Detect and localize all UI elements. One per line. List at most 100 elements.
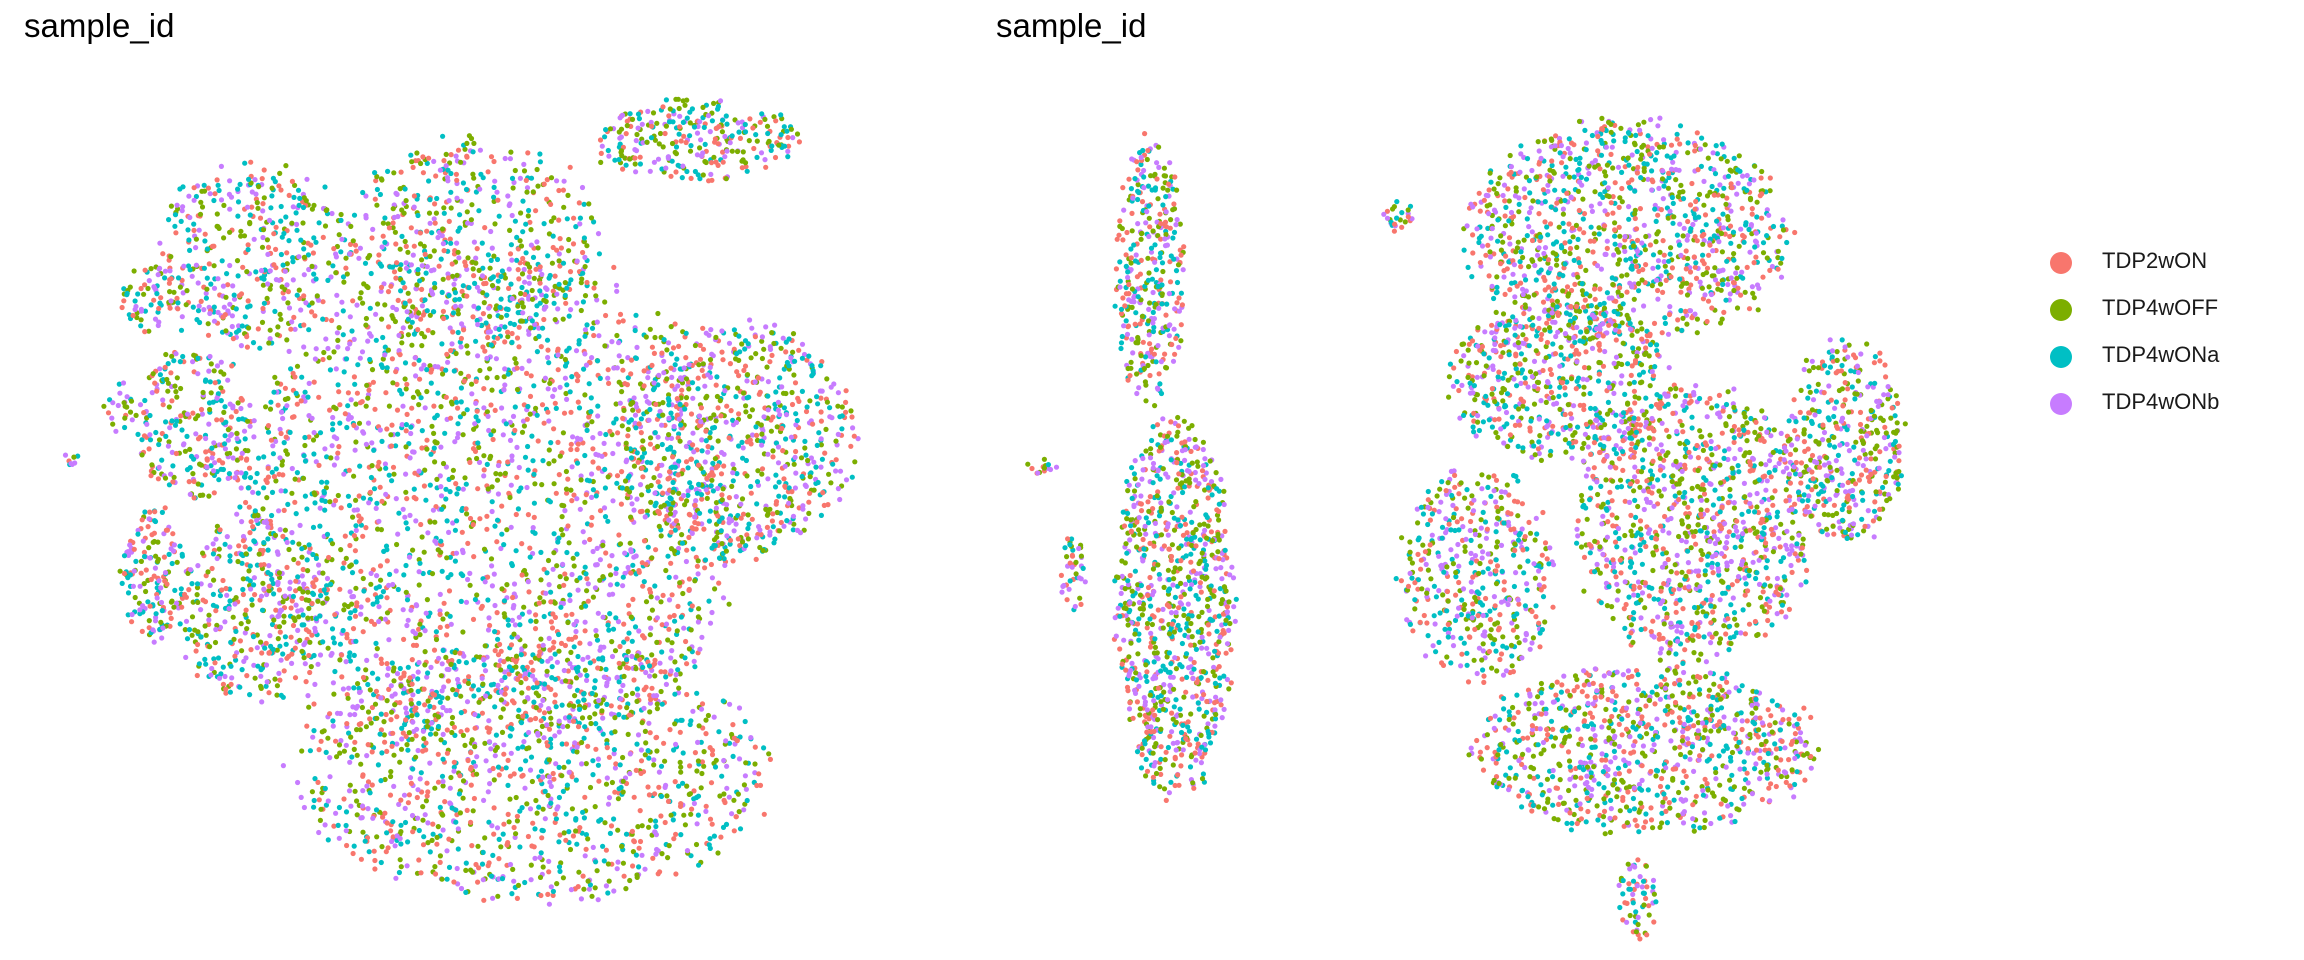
scatter-point-tdp4wonb <box>293 602 299 608</box>
scatter-point-tdp4woff <box>726 601 732 607</box>
scatter-point-tdp4wonb <box>651 380 657 386</box>
scatter-point-tdp2won <box>298 398 304 404</box>
scatter-point-tdp4wona <box>577 575 583 581</box>
scatter-point-tdp4wonb <box>777 412 783 418</box>
scatter-point-tdp2won <box>767 359 773 365</box>
scatter-point-tdp4wona <box>472 280 478 286</box>
scatter-point-tdp2won <box>494 539 500 545</box>
scatter-point-tdp4wona <box>613 566 619 572</box>
scatter-point-tdp4wona <box>259 607 266 613</box>
scatter-point-tdp4woff <box>419 257 425 263</box>
scatter-point-tdp4wona <box>526 207 532 214</box>
scatter-point-tdp4woff <box>323 207 329 213</box>
scatter-point-tdp2won <box>220 314 226 320</box>
scatter-point-tdp4wonb <box>232 601 238 607</box>
scatter-point-tdp4wona <box>452 290 458 296</box>
scatter-point-tdp2won <box>688 411 695 417</box>
scatter-point-tdp2won <box>735 536 741 542</box>
scatter-point-tdp4wona <box>447 489 453 495</box>
scatter-point-tdp4wona <box>583 571 589 577</box>
scatter-point-tdp4wona <box>754 479 761 485</box>
scatter-point-tdp2won <box>524 416 530 422</box>
scatter-point-tdp4wonb <box>181 263 187 269</box>
scatter-point-tdp4wona <box>345 403 351 409</box>
scatter-point-tdp4wonb <box>489 563 495 569</box>
scatter-point-tdp4wonb <box>287 586 293 592</box>
scatter-point-tdp2won <box>138 570 144 576</box>
scatter-point-tdp4woff <box>218 385 224 391</box>
scatter-point-tdp4wonb <box>209 665 215 672</box>
scatter-point-tdp4wona <box>594 637 601 643</box>
scatter-point-tdp2won <box>471 554 477 560</box>
scatter-point-tdp4woff <box>508 149 514 155</box>
scatter-point-tdp4wona <box>302 493 308 499</box>
scatter-point-tdp4wona <box>818 512 825 519</box>
scatter-point-tdp2won <box>281 668 287 674</box>
scatter-point-tdp2won <box>388 717 394 723</box>
scatter-point-tdp2won <box>155 476 161 482</box>
scatter-point-tdp2won <box>695 462 702 468</box>
scatter-point-tdp4woff <box>488 453 494 459</box>
scatter-point-tdp2won <box>335 450 341 456</box>
scatter-point-tdp2won <box>390 730 396 736</box>
scatter-point-tdp4woff <box>667 511 674 517</box>
scatter-point-tdp4woff <box>619 152 625 159</box>
scatter-point-tdp2won <box>278 430 284 437</box>
scatter-point-tdp2won <box>445 275 451 281</box>
scatter-point-tdp4woff <box>654 639 660 646</box>
scatter-point-tdp2won <box>639 560 645 566</box>
scatter-point-tdp4woff <box>749 407 756 413</box>
scatter-point-tdp4woff <box>719 129 726 135</box>
scatter-point-tdp2won <box>432 201 438 207</box>
scatter-point-tdp4wonb <box>790 513 797 519</box>
scatter-point-tdp4wona <box>685 465 691 471</box>
scatter-point-tdp4wonb <box>500 432 506 438</box>
scatter-point-tdp2won <box>161 554 167 560</box>
scatter-point-tdp4wona <box>374 599 380 605</box>
scatter-point-tdp4wona <box>133 558 139 565</box>
scatter-point-tdp4wonb <box>198 607 204 613</box>
scatter-point-tdp4wonb <box>147 432 153 438</box>
scatter-point-tdp4wona <box>574 460 581 466</box>
scatter-point-tdp4woff <box>623 445 630 451</box>
scatter-point-tdp4woff <box>372 701 379 707</box>
scatter-point-tdp2won <box>284 250 290 256</box>
scatter-point-tdp2won <box>670 345 677 351</box>
scatter-point-tdp4wonb <box>695 619 702 625</box>
scatter-point-tdp2won <box>167 610 173 616</box>
scatter-point-tdp4wona <box>330 635 336 641</box>
scatter-point-tdp4wonb <box>800 503 806 509</box>
scatter-point-tdp4woff <box>458 693 464 699</box>
scatter-point-tdp2won <box>474 246 480 252</box>
scatter-point-tdp4woff <box>562 280 568 286</box>
scatter-point-tdp4wonb <box>339 299 345 305</box>
scatter-point-tdp4woff <box>440 226 446 232</box>
scatter-point-tdp4wona <box>324 531 331 538</box>
scatter-point-tdp4wonb <box>452 303 458 309</box>
scatter-point-tdp4wona <box>227 598 233 604</box>
scatter-point-tdp4wonb <box>363 215 369 221</box>
scatter-point-tdp4woff <box>281 619 287 625</box>
scatter-point-tdp4wonb <box>222 619 228 625</box>
scatter-point-tdp4wona <box>191 456 197 462</box>
scatter-point-tdp4woff <box>648 594 654 600</box>
scatter-point-tdp4wonb <box>140 538 146 544</box>
scatter-point-tdp2won <box>420 154 426 160</box>
scatter-point-tdp4wonb <box>467 570 473 577</box>
scatter-point-tdp4wonb <box>581 539 588 545</box>
scatter-point-tdp4woff <box>244 269 250 275</box>
scatter-point-tdp4woff <box>365 284 371 291</box>
scatter-point-tdp2won <box>240 264 246 270</box>
scatter-point-tdp4wonb <box>655 156 662 162</box>
scatter-point-tdp4wona <box>485 597 491 603</box>
scatter-point-tdp4woff <box>647 632 653 638</box>
scatter-point-tdp4woff <box>487 265 493 271</box>
scatter-point-tdp2won <box>152 380 158 386</box>
scatter-point-tdp4woff <box>588 215 595 221</box>
scatter-point-tdp4woff <box>654 443 661 450</box>
scatter-point-tdp4wona <box>313 555 319 562</box>
scatter-point-tdp2won <box>292 675 299 681</box>
scatter-point-tdp4wona <box>699 448 705 454</box>
scatter-point-tdp4wona <box>716 555 723 561</box>
scatter-point-tdp4wona <box>211 304 217 310</box>
